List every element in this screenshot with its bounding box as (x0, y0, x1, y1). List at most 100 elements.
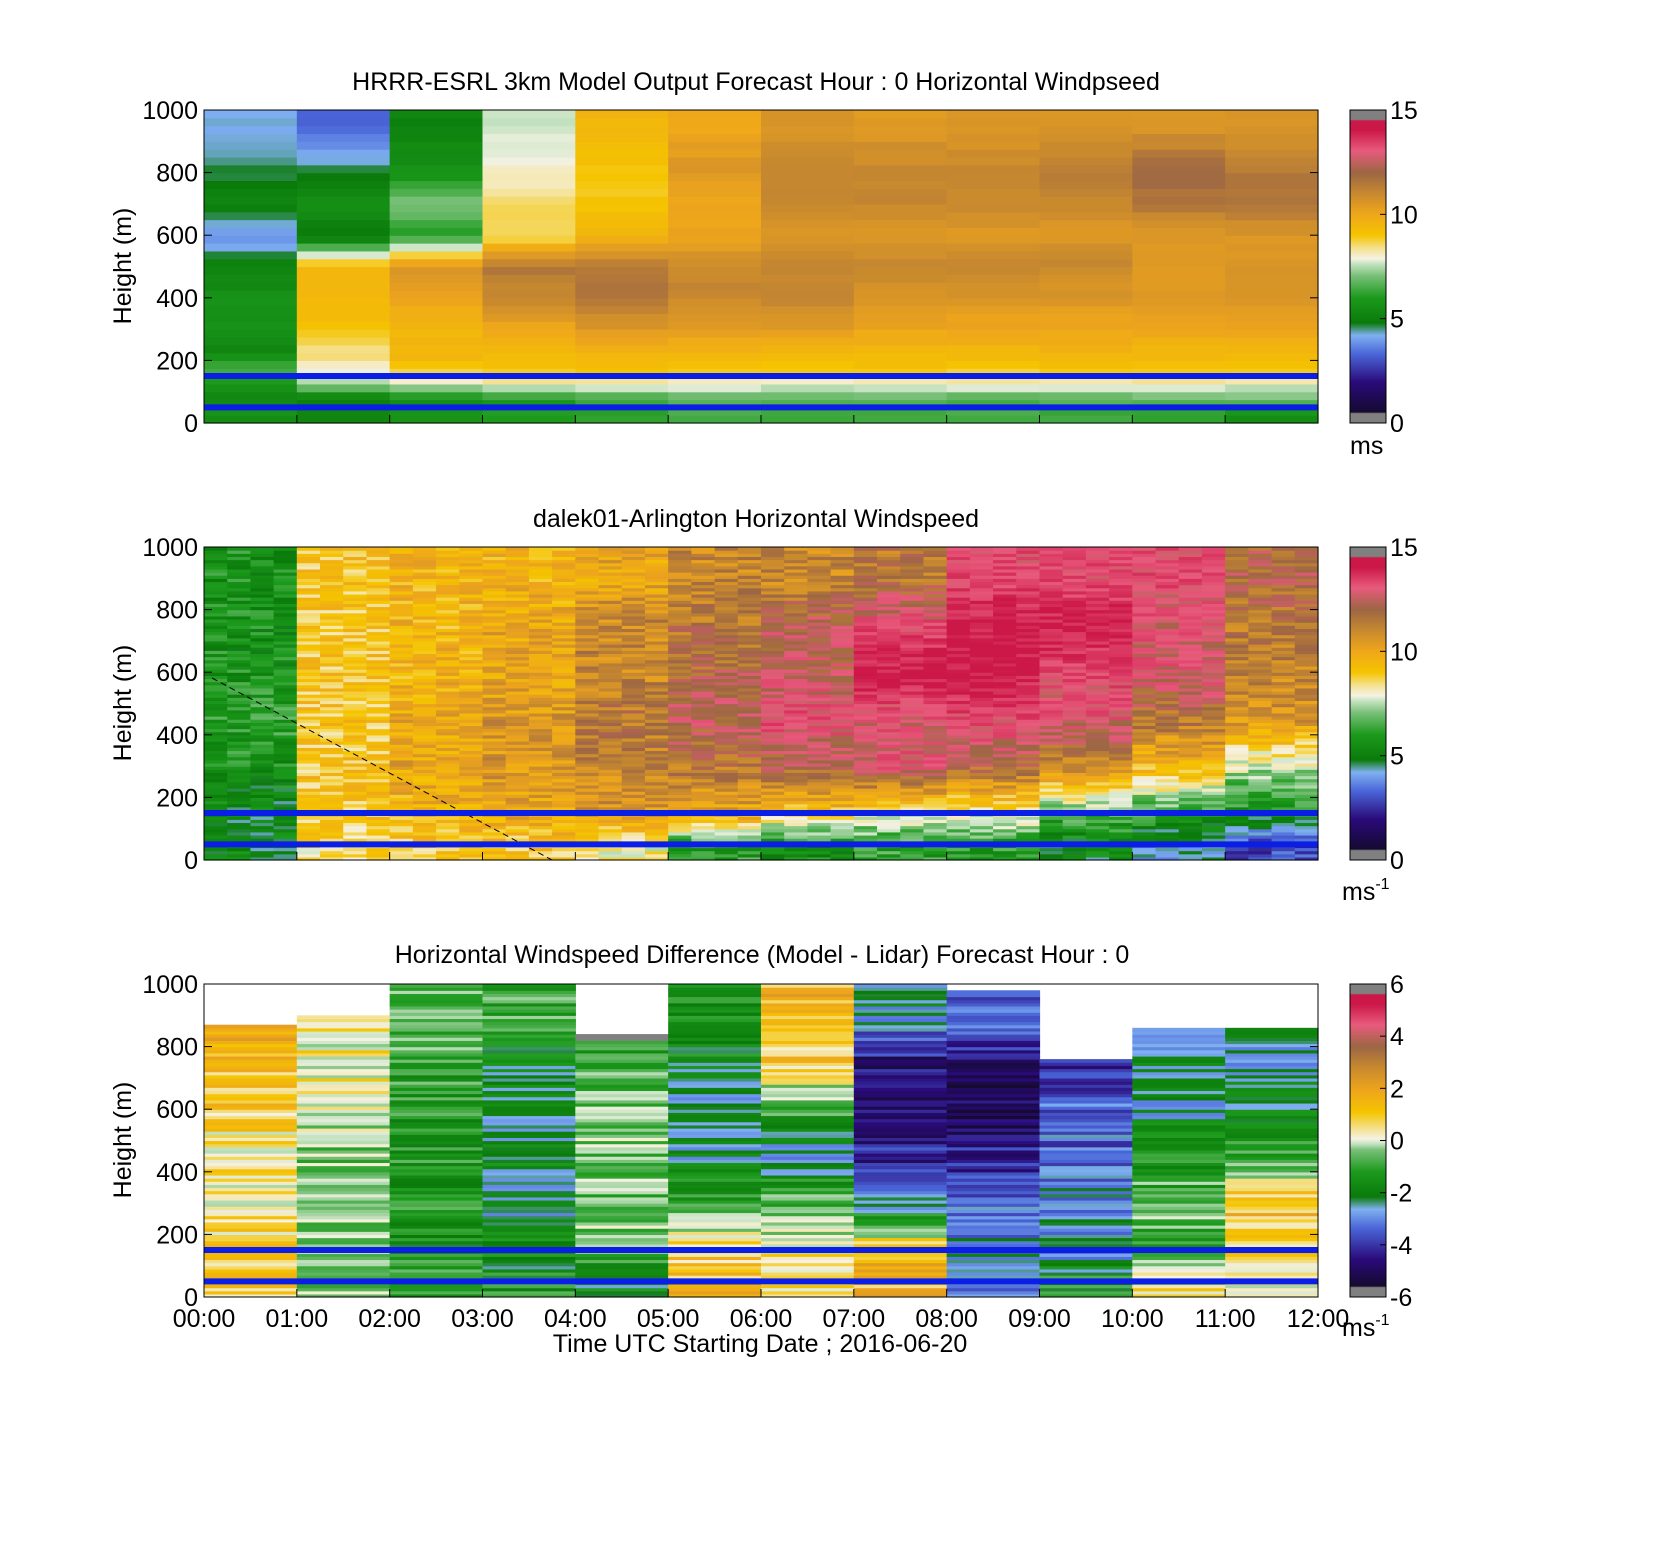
heatmap-cell (528, 562, 553, 567)
heatmap-cell (714, 587, 739, 592)
heatmap-cell (575, 587, 600, 592)
heatmap-cell (296, 853, 321, 858)
heatmap-cell (807, 712, 832, 717)
heatmap-cell (761, 828, 785, 833)
heatmap-cell (459, 581, 484, 586)
heatmap-cell (946, 672, 971, 676)
heatmap-cell (575, 600, 600, 604)
heatmap-cell (204, 587, 228, 592)
heatmap-cell (320, 731, 344, 736)
heatmap-cell (946, 117, 1041, 127)
heatmap-cell (900, 550, 925, 554)
heatmap-cell (1039, 203, 1133, 213)
heatmap-cell (853, 838, 878, 842)
heatmap-cell (830, 850, 855, 855)
heatmap-cell (969, 825, 994, 830)
heatmap-cell (482, 609, 507, 614)
heatmap-cell (1132, 305, 1226, 315)
heatmap-cell (227, 609, 252, 614)
heatmap-cell (1109, 690, 1133, 695)
heatmap-cell (1132, 321, 1226, 330)
heatmap-cell (505, 744, 530, 748)
heatmap-cell (877, 781, 901, 786)
heatmap-cell (1109, 559, 1133, 564)
heatmap-cell (1225, 816, 1249, 820)
heatmap-cell (575, 282, 669, 291)
heatmap-cell (877, 694, 901, 698)
heatmap-cell (459, 669, 484, 673)
heatmap-cell (459, 575, 484, 579)
heatmap-cell (552, 644, 576, 648)
heatmap-cell (784, 628, 809, 633)
heatmap-cell (552, 603, 576, 608)
heatmap-cell (1132, 628, 1157, 633)
heatmap-cell (1109, 716, 1133, 720)
heatmap-cell (296, 725, 321, 730)
heatmap-cell (204, 188, 298, 197)
heatmap-cell (273, 762, 298, 767)
heatmap-cell (227, 775, 252, 780)
heatmap-cell (853, 584, 878, 589)
heatmap-cell (575, 794, 600, 798)
heatmap-cell (482, 656, 507, 661)
heatmap-cell (1155, 753, 1180, 758)
heatmap-cell (250, 690, 275, 695)
heatmap-cell (946, 678, 971, 683)
heatmap-cell (598, 716, 623, 720)
heatmap-cell (273, 756, 298, 761)
heatmap-cell (1085, 816, 1110, 820)
heatmap-cell (598, 656, 623, 661)
heatmap-cell (528, 581, 553, 586)
heatmap-cell (412, 644, 437, 648)
heatmap-cell (691, 747, 716, 752)
heatmap-cell (1225, 282, 1319, 291)
heatmap-cell (1062, 766, 1087, 770)
heatmap-cell (993, 853, 1017, 858)
heatmap-cell (598, 637, 623, 642)
heatmap-cell (482, 568, 507, 573)
heatmap-cell (853, 694, 878, 698)
heatmap-cell (691, 669, 716, 673)
heatmap-cell (1016, 597, 1041, 601)
heatmap-cell (621, 597, 646, 601)
heatmap-cell (1039, 734, 1064, 739)
heatmap-cell (227, 766, 252, 770)
heatmap-cell (528, 769, 553, 773)
heatmap-cell (575, 784, 600, 789)
heatmap-cell (412, 640, 437, 645)
heatmap-cell (389, 781, 414, 786)
heatmap-cell (761, 360, 855, 369)
heatmap-cell (505, 622, 530, 626)
heatmap-cell (1085, 778, 1110, 783)
heatmap-cell (668, 794, 692, 798)
heatmap-cell (644, 565, 669, 570)
heatmap-cell (505, 838, 530, 842)
heatmap-cell (1062, 825, 1087, 830)
heatmap-cell (668, 728, 692, 733)
heatmap-cell (761, 703, 785, 708)
heatmap-cell (1039, 211, 1133, 221)
heatmap-cell (528, 778, 553, 783)
heatmap-cell (204, 547, 228, 551)
heatmap-cell (436, 853, 460, 858)
heatmap-cell (946, 313, 1041, 322)
heatmap-cell (1201, 781, 1226, 786)
heatmap-cell (296, 258, 391, 268)
heatmap-cell (482, 258, 576, 268)
heatmap-cell (877, 772, 901, 777)
heatmap-cell (1155, 744, 1180, 748)
heatmap-cell (598, 559, 623, 564)
heatmap-cell (412, 631, 437, 636)
heatmap-cell (1085, 797, 1110, 802)
heatmap-cell (830, 762, 855, 767)
heatmap-cell (946, 769, 971, 773)
heatmap-cell (714, 756, 739, 761)
heatmap-cell (1225, 719, 1249, 723)
heatmap-cell (1132, 407, 1226, 416)
heatmap-cell (204, 778, 228, 783)
heatmap-cell (969, 737, 994, 742)
heatmap-cell (296, 684, 321, 689)
heatmap-cell (691, 806, 716, 811)
heatmap-cell (1016, 737, 1041, 742)
heatmap-cell (714, 806, 739, 811)
